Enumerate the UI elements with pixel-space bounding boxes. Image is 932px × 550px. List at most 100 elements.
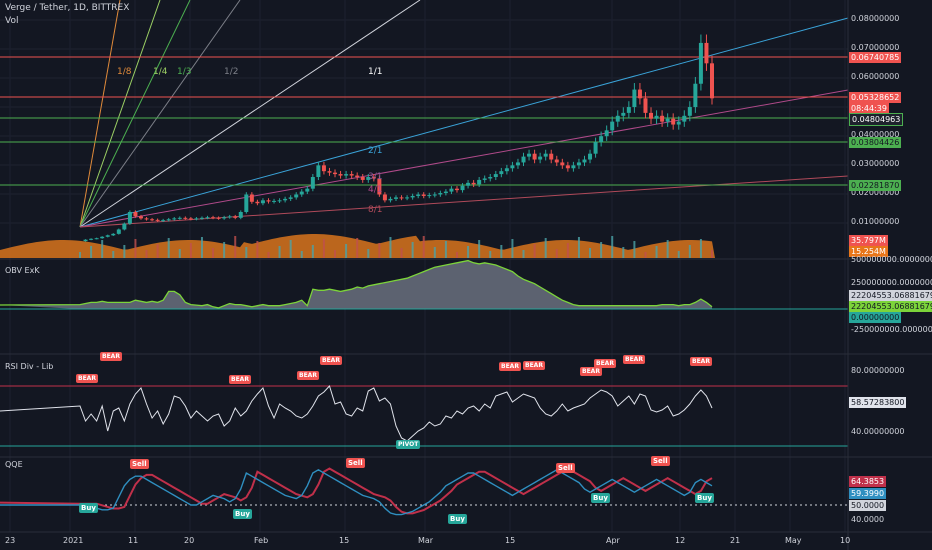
date-label: 20	[184, 536, 195, 545]
candle-body	[266, 200, 271, 202]
candle-body	[355, 175, 360, 178]
price-line-tag: 0.06740785	[849, 52, 902, 63]
date-label: 2021	[63, 536, 84, 545]
volume-bar	[467, 246, 470, 258]
volume-bar	[101, 240, 104, 258]
volume-bar	[389, 237, 392, 258]
date-label: Mar	[418, 536, 434, 545]
candle-body	[532, 153, 537, 160]
candle-body	[704, 42, 709, 64]
chart-title: Verge / Tether, 1D, BITTREX	[5, 3, 130, 13]
volume-bar	[500, 245, 503, 258]
price-axis-label: 0.02000000	[851, 188, 900, 197]
sell-signal: Sell	[346, 458, 365, 468]
volume-bar	[334, 250, 337, 258]
candle-body	[405, 197, 410, 199]
volume-bar	[478, 240, 481, 258]
fan-line	[79, 0, 421, 228]
candle-body	[272, 200, 277, 202]
candle-body	[515, 162, 520, 166]
volume-bar	[79, 252, 81, 258]
obv-line	[0, 259, 713, 309]
candle-body	[615, 115, 620, 122]
sell-signal: Sell	[556, 463, 575, 473]
candle-body	[604, 130, 609, 137]
volume-tag-2: 15.254M	[849, 246, 888, 257]
candle-body	[222, 217, 227, 219]
candle-body	[155, 219, 160, 221]
candle-body	[549, 153, 554, 160]
candle-body	[660, 115, 665, 122]
sell-signal: Sell	[651, 456, 670, 466]
candle-body	[299, 191, 304, 195]
candle-body	[233, 216, 238, 218]
buy-signal: Buy	[448, 514, 467, 524]
countdown-tag: 08:44:39	[849, 103, 889, 114]
candle-body	[310, 177, 315, 189]
candle-body	[366, 177, 371, 180]
candle-body	[665, 118, 670, 122]
volume-bar	[90, 246, 93, 258]
candle-body	[138, 216, 143, 219]
price-axis-label: 0.04000000	[851, 130, 900, 139]
volume-label: Vol	[5, 16, 19, 26]
volume-bar	[666, 240, 669, 258]
volume-bar	[611, 236, 614, 258]
date-label: Apr	[606, 536, 620, 545]
bear-signal: BEAR	[499, 362, 521, 371]
buy-signal: Buy	[591, 493, 610, 503]
candle-body	[421, 194, 426, 196]
candle-body	[710, 63, 714, 99]
candle-body	[610, 121, 615, 131]
candle-body	[477, 179, 482, 185]
volume-bar	[223, 242, 226, 258]
date-label: Feb	[254, 536, 269, 545]
candle-body	[543, 153, 548, 157]
candle-body	[643, 98, 648, 113]
date-label: 21	[730, 536, 741, 545]
fan-label-8-1: 8/1	[368, 205, 383, 215]
pivot-signal: PIVOT	[396, 440, 421, 449]
candle-body	[94, 238, 99, 240]
volume-bar	[600, 242, 603, 258]
volume-bar	[311, 245, 314, 258]
date-label: 15	[339, 536, 350, 545]
candle-body	[144, 218, 149, 220]
candle-body	[371, 177, 376, 179]
volume-bar	[433, 247, 436, 258]
candle-body	[244, 194, 249, 212]
candle-body	[454, 188, 459, 191]
candle-body	[277, 200, 282, 202]
bear-signal: BEAR	[297, 371, 319, 380]
volume-bar	[455, 252, 458, 258]
volume-bar	[134, 239, 137, 258]
fan-label-3-1: 3/1	[368, 172, 383, 182]
obv-axis-label: 250000000.00000000	[851, 278, 932, 287]
price-axis-label: 0.08000000	[851, 14, 900, 23]
candle-body	[499, 171, 504, 175]
volume-bar	[489, 251, 492, 258]
candle-body	[438, 193, 443, 195]
price-candles	[83, 34, 714, 242]
candle-body	[698, 42, 703, 84]
candle-body	[654, 115, 659, 119]
bear-signal: BEAR	[623, 355, 645, 364]
candle-body	[349, 174, 354, 176]
last-price-tag: 0.05328652	[849, 92, 902, 103]
candle-body	[466, 182, 471, 186]
candle-body	[399, 197, 404, 199]
volume-bar	[234, 236, 237, 258]
candle-body	[599, 136, 604, 143]
volume-bar	[522, 250, 525, 258]
candle-body	[493, 174, 498, 178]
fan-line	[79, 17, 849, 228]
volume-bar	[422, 236, 425, 258]
rsi-pane-title: RSI Div - Lib	[5, 362, 54, 371]
candle-body	[227, 216, 232, 218]
volume-bar	[112, 251, 115, 258]
volume-bar	[655, 246, 658, 258]
candle-body	[316, 165, 321, 178]
candle-body	[199, 217, 204, 219]
volume-bar	[178, 249, 181, 258]
